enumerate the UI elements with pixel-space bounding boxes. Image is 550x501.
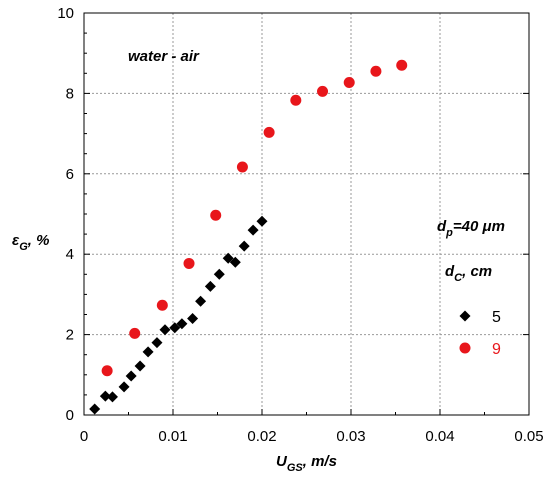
data-point-series-5 — [134, 360, 146, 372]
system-annotation: water - air — [128, 48, 200, 65]
data-point-series-9 — [236, 161, 248, 173]
y-tick-label: 4 — [66, 246, 74, 263]
data-point-series-5 — [247, 224, 259, 236]
axis-ticks — [83, 12, 530, 416]
data-point-series-9 — [370, 65, 382, 77]
x-tick-label: 0.01 — [158, 428, 187, 445]
x-axis-label: UGS, m/s — [276, 453, 337, 474]
data-point-series-5 — [195, 295, 207, 307]
data-point-series-9 — [263, 126, 275, 138]
legend-title-sub: C — [454, 272, 463, 284]
data-point-series-5 — [229, 256, 241, 268]
legend-marker-9 — [459, 342, 471, 354]
data-point-series-9 — [183, 257, 195, 269]
legend-label-9: 9 — [492, 341, 501, 358]
legend-title: dC, cm — [445, 263, 492, 284]
data-point-series-5 — [187, 313, 199, 325]
grid-lines — [84, 13, 529, 415]
y-tick-label: 10 — [57, 5, 74, 22]
data-point-series-5 — [99, 390, 111, 402]
y-tick-label: 0 — [66, 407, 74, 424]
particle-size-annotation: dp=40 μm — [437, 218, 505, 239]
x-tick-label: 0.05 — [514, 428, 543, 445]
x-tick-label: 0.04 — [425, 428, 454, 445]
series-9 — [101, 59, 408, 377]
particle-size-sub: p — [445, 227, 453, 239]
data-point-series-9 — [210, 209, 222, 221]
data-point-series-5 — [256, 215, 268, 227]
data-point-series-9 — [290, 94, 302, 106]
data-point-series-5 — [222, 252, 234, 264]
data-point-series-5 — [151, 337, 163, 349]
x-tick-label: 0.02 — [247, 428, 276, 445]
legend-label-5: 5 — [492, 309, 501, 326]
series-5 — [89, 215, 268, 415]
x-axis-label-main: U — [276, 453, 288, 470]
x-axis-label-rest: , m/s — [302, 453, 337, 470]
y-tick-label: 8 — [66, 85, 74, 102]
data-points — [89, 59, 408, 415]
y-tick-label: 6 — [66, 166, 74, 183]
x-tick-label: 0.03 — [336, 428, 365, 445]
data-point-series-9 — [317, 85, 329, 97]
particle-size-rest: =40 μm — [453, 218, 505, 235]
y-axis-label-rest: , % — [27, 232, 50, 249]
data-point-series-5 — [125, 370, 137, 382]
data-point-series-5 — [142, 346, 154, 358]
data-point-series-5 — [106, 391, 118, 403]
y-axis-label: εG, % — [12, 232, 49, 253]
y-axis-label-sub: G — [19, 241, 28, 253]
data-point-series-9 — [129, 327, 141, 339]
data-point-series-5 — [159, 324, 171, 336]
data-point-series-9 — [156, 299, 168, 311]
data-point-series-5 — [89, 403, 101, 415]
data-point-series-5 — [238, 240, 250, 252]
y-axis-label-main: ε — [12, 232, 20, 249]
x-tick-label: 0 — [80, 428, 88, 445]
data-point-series-5 — [176, 318, 188, 330]
legend-marker-5 — [459, 310, 471, 322]
particle-size-main: d — [437, 218, 447, 235]
legend-title-rest: , cm — [461, 263, 492, 280]
data-point-series-5 — [204, 280, 216, 292]
y-tick-label: 2 — [66, 327, 74, 344]
data-point-series-9 — [101, 365, 113, 377]
legend-title-main: d — [445, 263, 455, 280]
data-point-series-9 — [396, 59, 408, 71]
data-point-series-5 — [213, 268, 225, 280]
x-tick-labels: 0 0.01 0.02 0.03 0.04 0.05 — [80, 428, 544, 445]
data-point-series-5 — [118, 381, 130, 393]
x-axis-label-sub: GS — [287, 462, 304, 474]
data-point-series-5 — [169, 322, 181, 334]
y-tick-labels: 0 2 4 6 8 10 — [57, 5, 74, 424]
legend: 59 — [459, 309, 501, 358]
data-point-series-9 — [343, 77, 355, 89]
